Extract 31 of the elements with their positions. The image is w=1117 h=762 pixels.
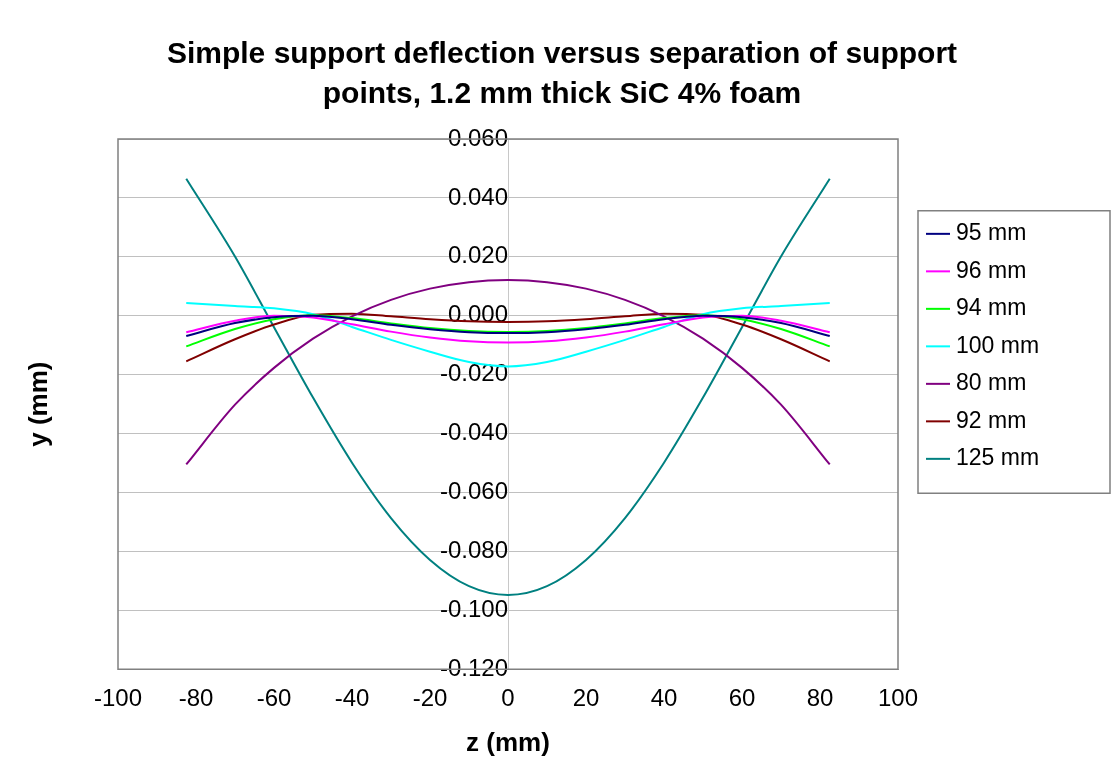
legend-label: 94 mm (956, 294, 1027, 321)
x-tick-label: -20 (412, 684, 448, 712)
y-tick-label: -0.060 (439, 477, 508, 505)
x-tick-label: 60 (728, 684, 756, 712)
y-axis-title: y (mm) (23, 361, 54, 447)
y-tick-label: 0.020 (447, 241, 508, 269)
legend-label: 96 mm (956, 256, 1027, 283)
legend-label: 92 mm (956, 406, 1027, 433)
legend-label: 125 mm (956, 444, 1040, 471)
y-tick-label: 0.040 (447, 182, 508, 210)
x-tick-label: -100 (93, 684, 143, 712)
line-series (185, 177, 831, 596)
y-tick-label: -0.080 (439, 536, 508, 563)
x-tick-label: 80 (806, 684, 834, 712)
x-tick-label: -80 (178, 684, 214, 712)
x-tick-label: 40 (650, 684, 678, 712)
x-tick-label: 100 (877, 684, 919, 712)
x-tick-label: 20 (572, 684, 600, 712)
line-series (185, 279, 831, 466)
x-tick-label: -40 (334, 684, 370, 712)
x-tick-label: 0 (501, 684, 515, 712)
y-tick-label: -0.100 (439, 594, 508, 622)
x-tick-label: -60 (256, 684, 292, 712)
y-tick-label: -0.040 (439, 418, 508, 446)
x-axis-title: z (mm) (466, 727, 550, 758)
y-tick-label: 0.060 (447, 123, 508, 151)
chart-title: Simple support deflection versus separation of support points, 1.2 mm thick SiC 4% foam (166, 36, 958, 110)
y-tick-label: -0.020 (439, 359, 508, 387)
legend-label: 100 mm (956, 331, 1040, 358)
legend-label: 95 mm (956, 219, 1027, 246)
legend-label: 80 mm (956, 369, 1027, 396)
